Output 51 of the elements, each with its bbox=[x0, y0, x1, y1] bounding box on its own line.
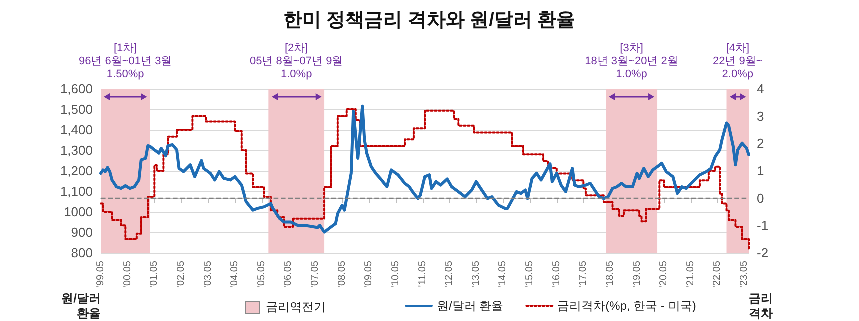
x-tick-label: '08.05 bbox=[336, 260, 348, 288]
legend-label: 금리격차(%p, 한국 - 미국) bbox=[558, 299, 696, 313]
y-tick-label: 1,500 bbox=[60, 102, 93, 117]
x-tick-label: '13.05 bbox=[470, 260, 482, 288]
chart-title: 한미 정책금리 격차와 원/달러 환율 bbox=[283, 10, 576, 31]
y-tick-label: 800 bbox=[71, 246, 93, 260]
x-tick-label: '06.05 bbox=[283, 260, 294, 288]
x-tick-label: '99.05 bbox=[96, 260, 106, 288]
x-tick-label: '01.05 bbox=[149, 260, 160, 288]
x-tick-label: '07.05 bbox=[310, 260, 322, 288]
x-tick-label: '17.05 bbox=[578, 260, 590, 288]
x-tick-label: '10.05 bbox=[390, 260, 402, 288]
x-tick-label: '23.05 bbox=[739, 260, 750, 288]
x-tick-label: '16.05 bbox=[551, 260, 562, 288]
y-tick-label: 1000 bbox=[64, 204, 93, 220]
band-label: [1차] 96년 6월~01년 3월 1.50%p bbox=[78, 42, 172, 80]
y2-axis-title: 금리 격차 bbox=[749, 291, 773, 320]
y-tick-label: 1,100 bbox=[60, 184, 93, 199]
x-tick-label: '09.05 bbox=[364, 260, 375, 288]
y-tick-label: 900 bbox=[71, 225, 93, 240]
x-tick-label: '05.05 bbox=[256, 260, 268, 288]
x-tick-label: '20.05 bbox=[658, 260, 670, 288]
x-tick-label: '00.05 bbox=[122, 260, 134, 288]
x-tick-label: '21.05 bbox=[685, 260, 696, 288]
x-tick-label: '18.05 bbox=[604, 260, 616, 288]
x-tick-label: '03.05 bbox=[202, 260, 214, 288]
y-axis-title: 원/달러 환율 bbox=[62, 291, 101, 320]
band-label: [3차] 18년 3월~20년 2월 1.0%p bbox=[585, 42, 678, 80]
x-tick-label: '11.05 bbox=[417, 260, 428, 288]
text: 금리역전기 bbox=[266, 299, 326, 316]
band-label: [4차] 22년 9월~ 2.0%p bbox=[712, 42, 763, 80]
x-tick-label: '04.05 bbox=[230, 260, 241, 288]
y2-tick-label: 1 bbox=[757, 164, 764, 178]
x-tick-label: '19.05 bbox=[632, 260, 643, 288]
y-tick-label: 1,400 bbox=[60, 122, 93, 138]
y2-tick-label: 3 bbox=[757, 108, 764, 124]
band-label: [2차] 05년 8월~07년 9월 1.0%p bbox=[250, 42, 344, 80]
y-tick-label: 1,300 bbox=[60, 143, 93, 158]
legend-label: 원/달러 환율 bbox=[437, 299, 504, 313]
y-tick-label: 1,600 bbox=[60, 82, 93, 96]
x-tick-label: '22.05 bbox=[712, 260, 724, 288]
x-tick-label: '14.05 bbox=[498, 260, 509, 288]
y2-tick-label: 4 bbox=[757, 82, 764, 96]
y2-tick-label: 2 bbox=[757, 136, 764, 152]
y2-tick-label: -2 bbox=[757, 246, 769, 260]
y-tick-label: 1,200 bbox=[60, 164, 93, 178]
x-tick-label: '12.05 bbox=[444, 260, 456, 288]
x-tick-label: '15.05 bbox=[524, 260, 536, 288]
y2-tick-label: 0 bbox=[757, 190, 764, 206]
y2-tick-label: -1 bbox=[757, 218, 769, 234]
x-tick-label: '02.05 bbox=[176, 260, 187, 288]
